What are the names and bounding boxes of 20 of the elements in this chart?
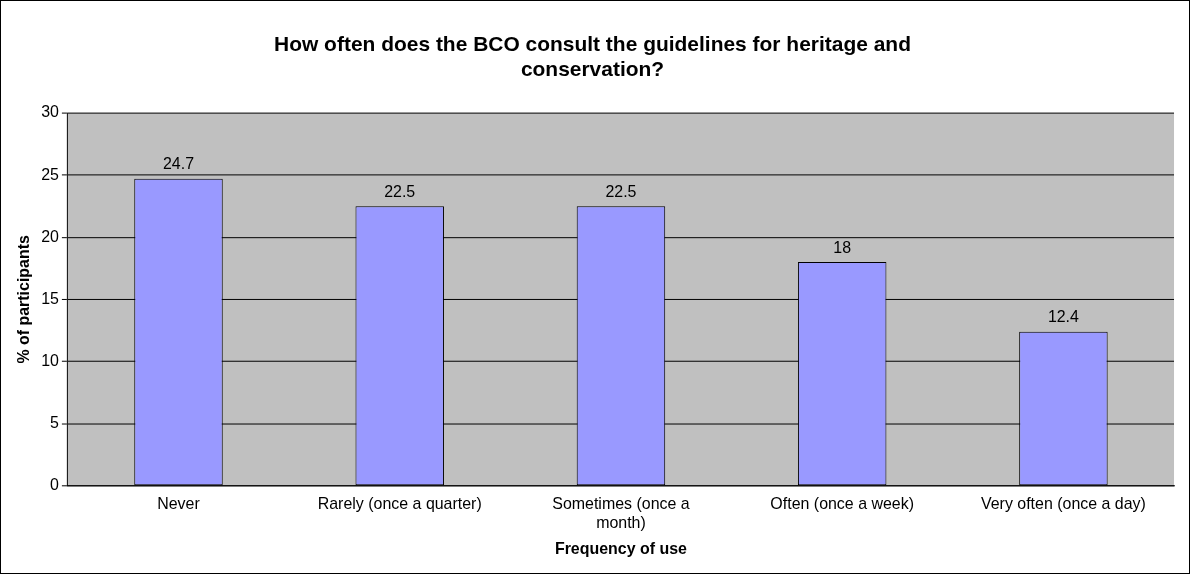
data-label: 24.7 (162, 155, 195, 173)
data-label: 12.4 (1047, 308, 1080, 326)
y-tick-label: 25 (41, 165, 60, 183)
x-tick-label: Sometimes (once a month) (552, 494, 690, 531)
x-tick-label: Often (once a week) (770, 494, 915, 512)
y-tick-label: 20 (41, 227, 60, 245)
x-axis-title: Frequency of use (554, 539, 688, 557)
y-tick-label: 5 (50, 413, 60, 431)
data-label: 22.5 (605, 182, 637, 200)
x-tick-label: Very often (once a day) (980, 494, 1146, 512)
data-label: 22.5 (384, 182, 416, 200)
x-tick-label: Never (157, 494, 201, 512)
y-tick-label: 30 (41, 103, 60, 121)
data-label: 18 (833, 238, 852, 256)
x-tick-label: Rarely (once a quarter) (317, 494, 482, 512)
y-tick-label: 15 (41, 289, 60, 307)
y-tick-label: 10 (41, 351, 60, 369)
chart-title: How often does the BCO consult the guidelines for heritage and conservation? (274, 32, 911, 81)
y-axis-title: % of participants (14, 235, 32, 364)
y-tick-label: 0 (50, 476, 60, 494)
